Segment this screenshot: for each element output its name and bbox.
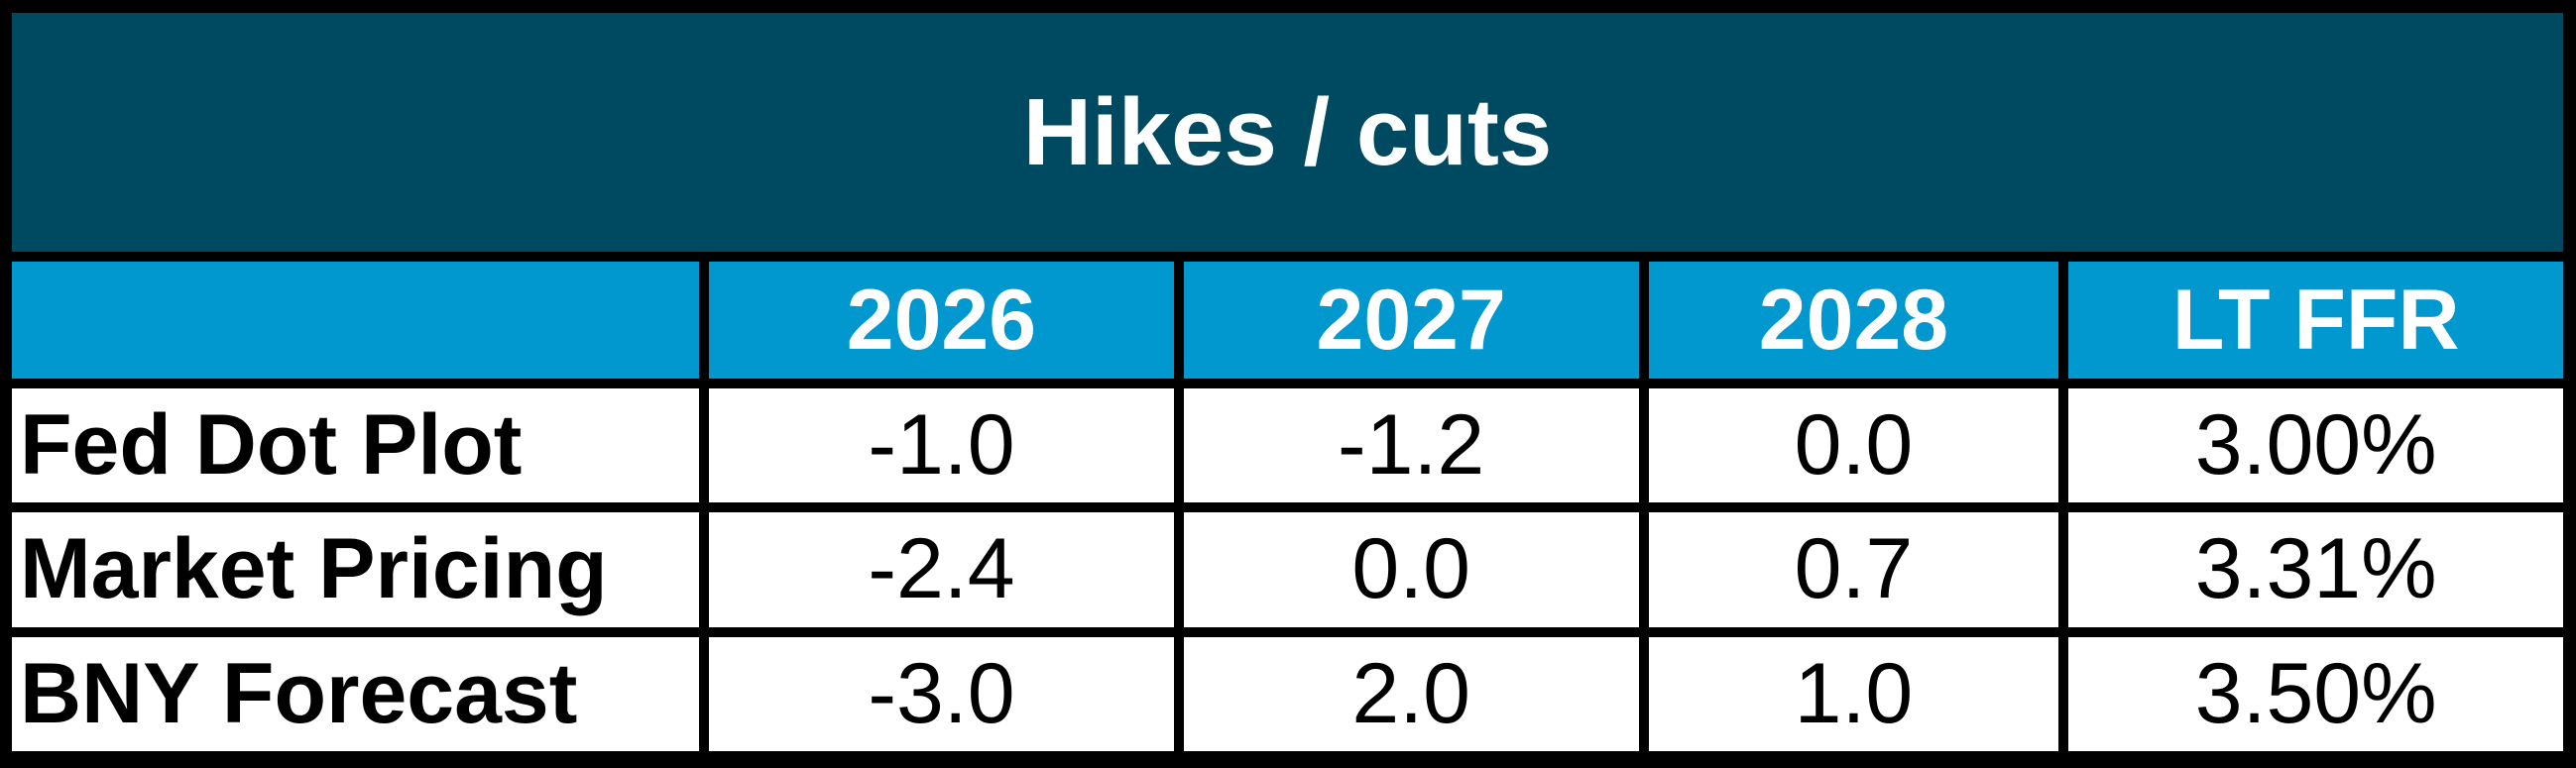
header-cell-2027: 2027 (1183, 262, 1639, 379)
row-label-bny-forecast: BNY Forecast (12, 636, 700, 751)
cell-fed-dot-plot-2028: 0.0 (1648, 388, 2059, 503)
cell-bny-forecast-2028: 1.0 (1648, 636, 2059, 751)
cell-bny-forecast-2026: -3.0 (709, 636, 1174, 751)
cell-fed-dot-plot-2027: -1.2 (1183, 388, 1639, 503)
cell-bny-forecast-lt-ffr: 3.50% (2068, 636, 2563, 751)
table-title: Hikes / cuts (12, 13, 2563, 252)
cell-market-pricing-2026: -2.4 (709, 512, 1174, 627)
cell-market-pricing-lt-ffr: 3.31% (2068, 512, 2563, 627)
header-cell-2028: 2028 (1648, 262, 2059, 379)
cell-fed-dot-plot-lt-ffr: 3.00% (2068, 388, 2563, 503)
cell-market-pricing-2028: 0.7 (1648, 512, 2059, 627)
row-label-market-pricing: Market Pricing (12, 512, 700, 627)
row-label-fed-dot-plot: Fed Dot Plot (12, 388, 700, 503)
header-cell-2026: 2026 (709, 262, 1174, 379)
header-cell-empty (12, 262, 700, 379)
header-cell-lt-ffr: LT FFR (2068, 262, 2563, 379)
cell-bny-forecast-2027: 2.0 (1183, 636, 1639, 751)
cell-market-pricing-2027: 0.0 (1183, 512, 1639, 627)
cell-fed-dot-plot-2026: -1.0 (709, 388, 1174, 503)
